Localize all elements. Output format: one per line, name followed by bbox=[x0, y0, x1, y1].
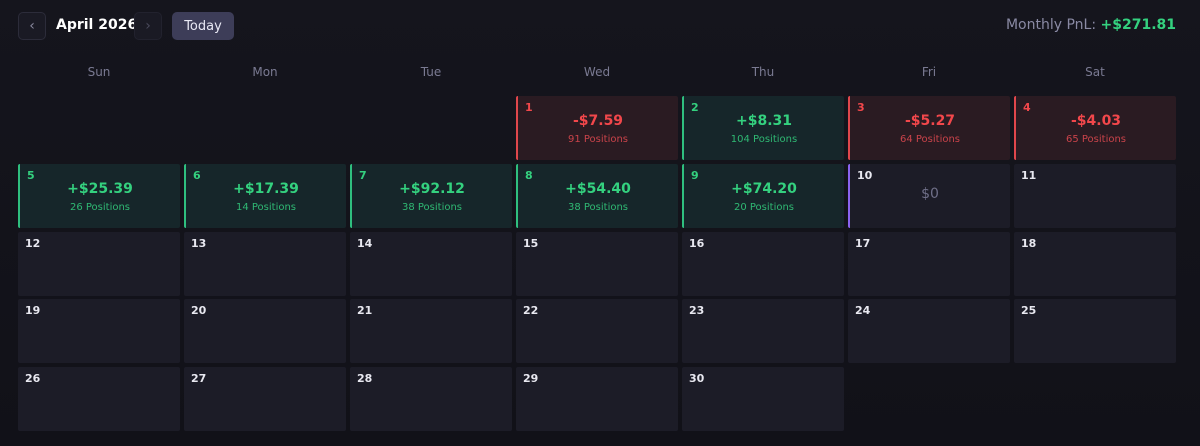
day-pnl: +$54.40 bbox=[565, 181, 631, 197]
day-cell[interactable]: 26 bbox=[18, 367, 180, 431]
day-cell[interactable]: 23 bbox=[682, 299, 844, 363]
day-pnl: -$7.59 bbox=[572, 113, 624, 129]
day-cell[interactable]: 16 bbox=[682, 232, 844, 296]
day-number: 1 bbox=[525, 101, 533, 114]
weekday-label: Fri bbox=[921, 65, 937, 79]
monthly-pnl: Monthly PnL: +$271.81 bbox=[1006, 17, 1176, 33]
weekday-label: Thu bbox=[751, 65, 775, 79]
day-number: 18 bbox=[1021, 237, 1037, 250]
day-pnl: -$5.27 bbox=[904, 113, 956, 129]
day-number: 16 bbox=[689, 237, 705, 250]
day-number: 24 bbox=[855, 304, 871, 317]
day-number: 27 bbox=[191, 372, 207, 385]
day-pnl: +$25.39 bbox=[67, 181, 133, 197]
weekday-label: Mon bbox=[252, 65, 278, 79]
prev-month-button[interactable]: ‹ bbox=[18, 12, 46, 40]
day-pnl: +$17.39 bbox=[233, 181, 299, 197]
day-cell[interactable]: 21 bbox=[350, 299, 512, 363]
day-number: 28 bbox=[357, 372, 373, 385]
day-cell[interactable]: 18 bbox=[1014, 232, 1176, 296]
weekday-label: Sun bbox=[87, 65, 111, 79]
day-number: 11 bbox=[1021, 169, 1037, 182]
day-positions: 20 Positions bbox=[733, 202, 795, 213]
day-positions: 65 Positions bbox=[1065, 134, 1127, 145]
monthly-pnl-label: Monthly PnL: bbox=[1005, 17, 1097, 33]
day-cell[interactable]: 20 bbox=[184, 299, 346, 363]
day-pnl: -$4.03 bbox=[1070, 113, 1122, 129]
day-number: 17 bbox=[855, 237, 871, 250]
day-positions: 26 Positions bbox=[69, 202, 131, 213]
day-pnl: $0 bbox=[921, 186, 939, 202]
day-positions: 38 Positions bbox=[567, 202, 629, 213]
day-cell[interactable]: 8 +$54.40 38 Positions bbox=[516, 164, 678, 228]
monthly-pnl-value: +$271.81 bbox=[1100, 17, 1177, 33]
day-number: 23 bbox=[689, 304, 705, 317]
weekday-label: Wed bbox=[583, 65, 611, 79]
day-number: 9 bbox=[691, 169, 699, 182]
day-pnl: +$74.20 bbox=[731, 181, 797, 197]
weekday-label: Tue bbox=[420, 65, 442, 79]
day-cell[interactable]: 5 +$25.39 26 Positions bbox=[18, 164, 180, 228]
day-cell[interactable]: 30 bbox=[682, 367, 844, 431]
day-number: 10 bbox=[857, 169, 873, 182]
day-number: 5 bbox=[27, 169, 35, 182]
day-number: 25 bbox=[1021, 304, 1037, 317]
day-number: 22 bbox=[523, 304, 539, 317]
day-number: 21 bbox=[357, 304, 373, 317]
day-cell[interactable]: 2 +$8.31 104 Positions bbox=[682, 96, 844, 160]
day-number: 3 bbox=[857, 101, 865, 114]
day-cell[interactable]: 25 bbox=[1014, 299, 1176, 363]
day-cell[interactable]: 29 bbox=[516, 367, 678, 431]
weekday-label: Sat bbox=[1085, 65, 1105, 79]
day-cell[interactable]: 19 bbox=[18, 299, 180, 363]
day-cell[interactable]: 28 bbox=[350, 367, 512, 431]
day-number: 19 bbox=[25, 304, 41, 317]
day-number: 29 bbox=[523, 372, 539, 385]
day-number: 26 bbox=[25, 372, 41, 385]
day-cell[interactable]: 4 -$4.03 65 Positions bbox=[1014, 96, 1176, 160]
day-positions: 38 Positions bbox=[401, 202, 463, 213]
day-cell[interactable]: 1 -$7.59 91 Positions bbox=[516, 96, 678, 160]
day-cell[interactable]: 9 +$74.20 20 Positions bbox=[682, 164, 844, 228]
day-cell[interactable]: 17 bbox=[848, 232, 1010, 296]
day-pnl: +$8.31 bbox=[735, 113, 792, 129]
day-cell[interactable]: 24 bbox=[848, 299, 1010, 363]
day-number: 20 bbox=[191, 304, 207, 317]
day-pnl: +$92.12 bbox=[399, 181, 465, 197]
day-number: 7 bbox=[359, 169, 367, 182]
day-cell[interactable]: 3 -$5.27 64 Positions bbox=[848, 96, 1010, 160]
day-number: 4 bbox=[1023, 101, 1031, 114]
next-month-button[interactable]: › bbox=[134, 12, 162, 40]
day-number: 14 bbox=[357, 237, 373, 250]
day-cell[interactable]: 6 +$17.39 14 Positions bbox=[184, 164, 346, 228]
month-title: April 2026 bbox=[56, 17, 138, 33]
day-positions: 104 Positions bbox=[730, 134, 798, 145]
day-cell[interactable]: 22 bbox=[516, 299, 678, 363]
today-button[interactable]: Today bbox=[172, 12, 234, 40]
day-number: 2 bbox=[691, 101, 699, 114]
day-cell[interactable]: 7 +$92.12 38 Positions bbox=[350, 164, 512, 228]
day-cell[interactable]: 15 bbox=[516, 232, 678, 296]
day-positions: 64 Positions bbox=[899, 134, 961, 145]
day-number: 13 bbox=[191, 237, 207, 250]
day-number: 15 bbox=[523, 237, 539, 250]
day-cell[interactable]: 12 bbox=[18, 232, 180, 296]
day-positions: 14 Positions bbox=[235, 202, 297, 213]
day-number: 30 bbox=[689, 372, 705, 385]
day-cell[interactable]: 10 $0 bbox=[848, 164, 1010, 228]
day-cell[interactable]: 14 bbox=[350, 232, 512, 296]
day-number: 6 bbox=[193, 169, 201, 182]
day-cell[interactable]: 27 bbox=[184, 367, 346, 431]
day-cell[interactable]: 11 bbox=[1014, 164, 1176, 228]
day-number: 12 bbox=[25, 237, 41, 250]
day-positions: 91 Positions bbox=[567, 134, 629, 145]
day-cell[interactable]: 13 bbox=[184, 232, 346, 296]
day-number: 8 bbox=[525, 169, 533, 182]
